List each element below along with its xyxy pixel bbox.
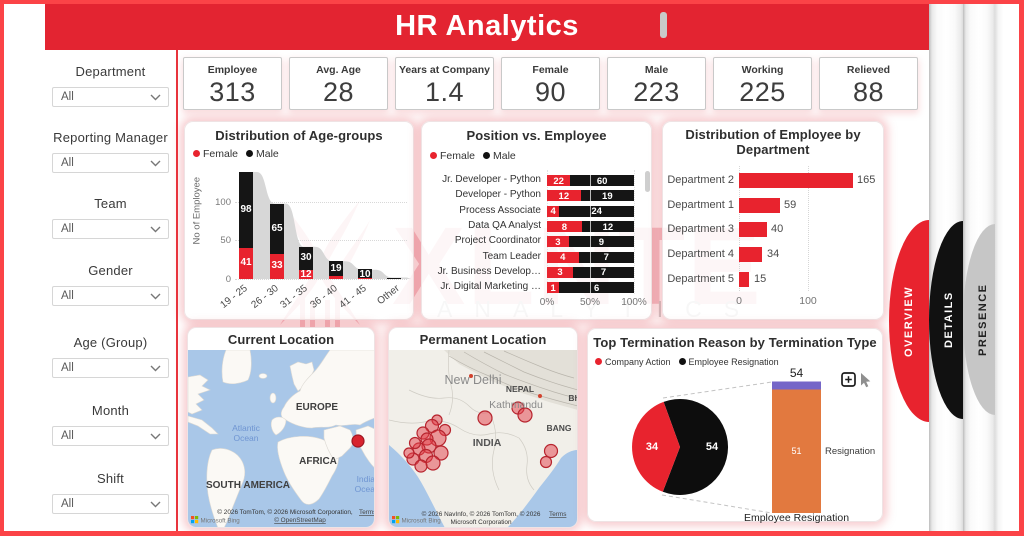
svg-text:India: India [357,474,375,484]
svg-text:Terms: Terms [549,511,566,518]
svg-text:Ocea: Ocea [355,484,375,494]
svg-text:Terms: Terms [359,509,375,516]
svg-text:Microsoft Corporation: Microsoft Corporation [450,519,512,526]
svg-text:INDIA: INDIA [473,437,502,449]
svg-text:© 2026 NavInfo, © 2026 TomTom,: © 2026 NavInfo, © 2026 TomTom, © 2026 [422,510,541,518]
svg-text:51: 51 [791,446,801,456]
svg-text:AFRICA: AFRICA [299,456,337,467]
svg-text:34: 34 [646,441,659,453]
svg-text:© 2026 TomTom, © 2026 Microsof: © 2026 TomTom, © 2026 Microsoft Corporat… [217,508,353,516]
svg-text:Microsoft Bing: Microsoft Bing [201,518,241,525]
svg-text:Resignation: Resignation [825,446,875,457]
svg-text:Ocean: Ocean [233,433,258,443]
svg-text:Employee Resignation: Employee Resignation [744,512,849,523]
svg-text:54: 54 [706,441,719,453]
svg-text:EUROPE: EUROPE [296,402,339,413]
svg-text:NEPAL: NEPAL [506,384,534,394]
svg-text:Microsoft Bing: Microsoft Bing [402,518,442,525]
svg-text:Bh: Bh [568,393,578,403]
svg-text:Kathmandu: Kathmandu [489,399,543,411]
svg-text:SOUTH AMERICA: SOUTH AMERICA [206,480,290,491]
svg-text:BANG: BANG [546,423,571,433]
svg-text:54: 54 [790,366,804,380]
svg-text:New Delhi: New Delhi [445,373,502,387]
svg-text:Atlantic: Atlantic [232,423,261,433]
svg-text:© OpenStreetMap: © OpenStreetMap [274,516,326,524]
